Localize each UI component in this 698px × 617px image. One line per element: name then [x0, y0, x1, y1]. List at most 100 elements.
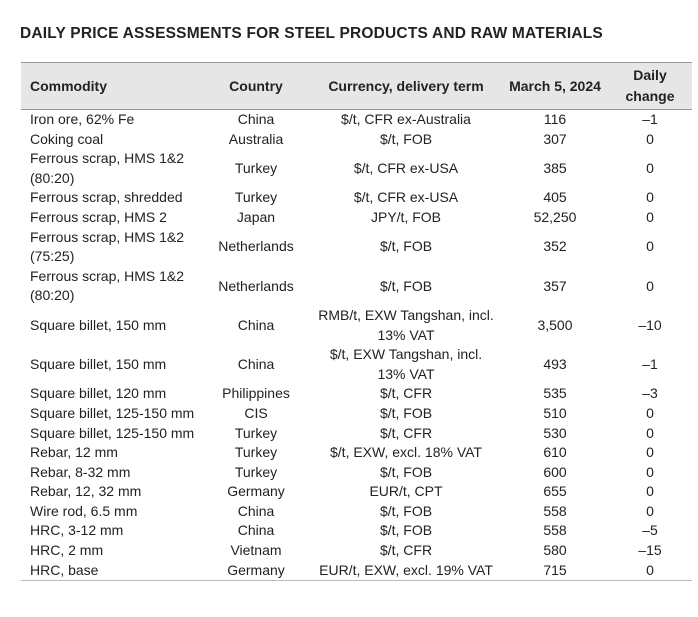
table-body: Iron ore, 62% Fe China $/t, CFR ex-Austral…: [21, 110, 692, 582]
change-cell: –1: [642, 111, 658, 127]
table-row: Square billet, 150 mm China $/t, EXW Tangs…: [21, 345, 692, 384]
price-cell: 405: [543, 189, 567, 206]
table-row: Ferrous scrap, HMS 1&2 (75:25) Netherland…: [21, 228, 692, 267]
table-row: Rebar, 12, 32 mm Germany EUR/t, CPT 655 0: [21, 482, 692, 502]
currency-term-cell: $/t, FOB: [379, 463, 433, 480]
commodity-cell: Rebar, 8-32 mm: [30, 463, 131, 480]
currency-term-cell: $/t, EXW Tangshan, incl. 13% VAT: [329, 346, 483, 382]
table-row: Ferrous scrap, HMS 1&2 (80:20) Turkey $/t,…: [21, 149, 692, 188]
currency-term-cell: $/t, CFR ex-USA: [353, 159, 459, 176]
country-cell: Turkey: [234, 424, 278, 441]
change-cell: 0: [646, 463, 654, 480]
table-row: Coking coal Australia $/t, FOB 307 0: [21, 130, 692, 150]
change-cell: 0: [646, 404, 654, 421]
table-row: Square billet, 150 mm China RMB/t, EXW Tan…: [21, 306, 692, 345]
country-cell: Turkey: [234, 189, 278, 206]
currency-term-cell: $/t, CFR: [379, 542, 433, 559]
table-row: HRC, 3-12 mm China $/t, FOB 558 –5: [21, 521, 692, 541]
price-cell: 600: [543, 463, 567, 480]
currency-term-cell: $/t, FOB: [379, 404, 433, 421]
country-cell: Turkey: [234, 159, 278, 176]
country-cell: China: [237, 355, 275, 372]
currency-term-cell: $/t, FOB: [379, 277, 433, 294]
change-cell: –1: [642, 355, 658, 372]
price-cell: 493: [543, 355, 567, 372]
header-currency-delivery-term: Currency, delivery term: [310, 62, 502, 110]
table-row: Ferrous scrap, HMS 2 Japan JPY/t, FOB 52,25…: [21, 208, 692, 228]
price-table: Commodity Country Currency, delivery ter…: [21, 62, 692, 582]
commodity-cell: HRC, base: [21, 560, 202, 582]
price-cell: 558: [543, 502, 567, 519]
table-row: Square billet, 120 mm Philippines $/t, CFR…: [21, 384, 692, 404]
table-row: Rebar, 12 mm Turkey $/t, EXW, excl. 18% VA…: [21, 443, 692, 463]
table-row: Rebar, 8-32 mm Turkey $/t, FOB 600 0: [21, 463, 692, 483]
change-cell: 0: [646, 277, 654, 294]
commodity-cell: Square billet, 120 mm: [30, 385, 167, 402]
header-row: Commodity Country Currency, delivery ter…: [21, 62, 692, 110]
country-cell: CIS: [244, 404, 268, 421]
price-cell: 530: [543, 424, 567, 441]
table-row: HRC, 2 mm Vietnam $/t, CFR 580 –15: [21, 541, 692, 561]
price-cell: 307: [543, 130, 567, 147]
header-commodity: Commodity: [21, 62, 202, 110]
currency-term-cell: $/t, CFR: [379, 385, 433, 402]
table-row: HRC, base Germany EUR/t, EXW, excl. 19% VA…: [21, 560, 692, 582]
change-cell: 0: [646, 130, 654, 147]
commodity-cell: Square billet, 125-150 mm: [30, 404, 195, 421]
commodity-cell: Rebar, 12 mm: [30, 444, 118, 461]
price-cell: 352: [543, 238, 567, 255]
currency-term-cell: $/t, EXW, excl. 18% VAT: [330, 444, 482, 461]
change-cell: –3: [642, 385, 658, 402]
change-cell: 0: [646, 424, 654, 441]
change-cell: –15: [638, 542, 662, 559]
currency-term-cell: $/t, CFR: [379, 424, 433, 441]
change-cell: 0: [646, 444, 654, 461]
currency-term-cell: RMB/t, EXW Tangshan, incl. 13% VAT: [318, 306, 494, 343]
commodity-cell: Coking coal: [30, 130, 104, 147]
country-cell: China: [237, 522, 275, 539]
price-cell: 52,250: [533, 208, 577, 225]
currency-term-cell: $/t, FOB: [379, 238, 433, 255]
header-country: Country: [202, 62, 310, 110]
change-cell: 0: [646, 159, 654, 176]
table-row: Wire rod, 6.5 mm China $/t, FOB 558 0: [21, 502, 692, 522]
change-cell: 0: [646, 483, 654, 500]
country-cell: China: [237, 316, 275, 333]
table-header: Commodity Country Currency, delivery ter…: [21, 62, 692, 110]
commodity-cell: Square billet, 150 mm: [30, 316, 167, 333]
commodity-cell: Iron ore, 62% Fe: [30, 111, 135, 127]
country-cell: Vietnam: [230, 542, 282, 559]
price-cell: 357: [543, 277, 567, 294]
price-cell: 715: [502, 560, 608, 582]
price-cell: 510: [543, 404, 567, 421]
commodity-cell: Ferrous scrap, HMS 1&2 (80:20): [30, 150, 185, 186]
commodity-cell: Rebar, 12, 32 mm: [30, 483, 142, 500]
country-cell: Japan: [236, 208, 276, 225]
country-cell: Germany: [227, 483, 285, 500]
table-row: Square billet, 125-150 mm Turkey $/t, CFR 5…: [21, 424, 692, 444]
country-cell: Turkey: [234, 463, 278, 480]
price-cell: 580: [543, 542, 567, 559]
change-cell: 0: [608, 560, 692, 582]
commodity-cell: Square billet, 150 mm: [30, 355, 167, 372]
country-cell: Philippines: [222, 385, 290, 402]
price-cell: 558: [543, 522, 567, 539]
currency-term-cell: $/t, FOB: [379, 130, 433, 147]
header-daily-change: Daily change: [608, 62, 692, 110]
price-cell: 116: [543, 111, 567, 127]
table-row: Ferrous scrap, HMS 1&2 (80:20) Netherland…: [21, 267, 692, 306]
change-cell: 0: [646, 208, 654, 225]
currency-term-cell: EUR/t, CPT: [369, 483, 443, 500]
change-cell: 0: [646, 189, 654, 206]
currency-term-cell: $/t, CFR ex-Australia: [341, 111, 471, 127]
currency-term-cell: $/t, FOB: [379, 522, 433, 539]
commodity-cell: Ferrous scrap, HMS 2: [30, 208, 167, 225]
country-cell: China: [237, 111, 275, 127]
commodity-cell: Ferrous scrap, shredded: [30, 189, 183, 206]
change-cell: –10: [638, 316, 662, 333]
currency-term-cell: $/t, CFR ex-USA: [353, 189, 459, 206]
table-row: Iron ore, 62% Fe China $/t, CFR ex-Austral…: [21, 110, 692, 130]
currency-term-cell: JPY/t, FOB: [370, 208, 441, 225]
table-row: Square billet, 125-150 mm CIS $/t, FOB 510 0: [21, 404, 692, 424]
commodity-cell: Wire rod, 6.5 mm: [30, 502, 138, 519]
